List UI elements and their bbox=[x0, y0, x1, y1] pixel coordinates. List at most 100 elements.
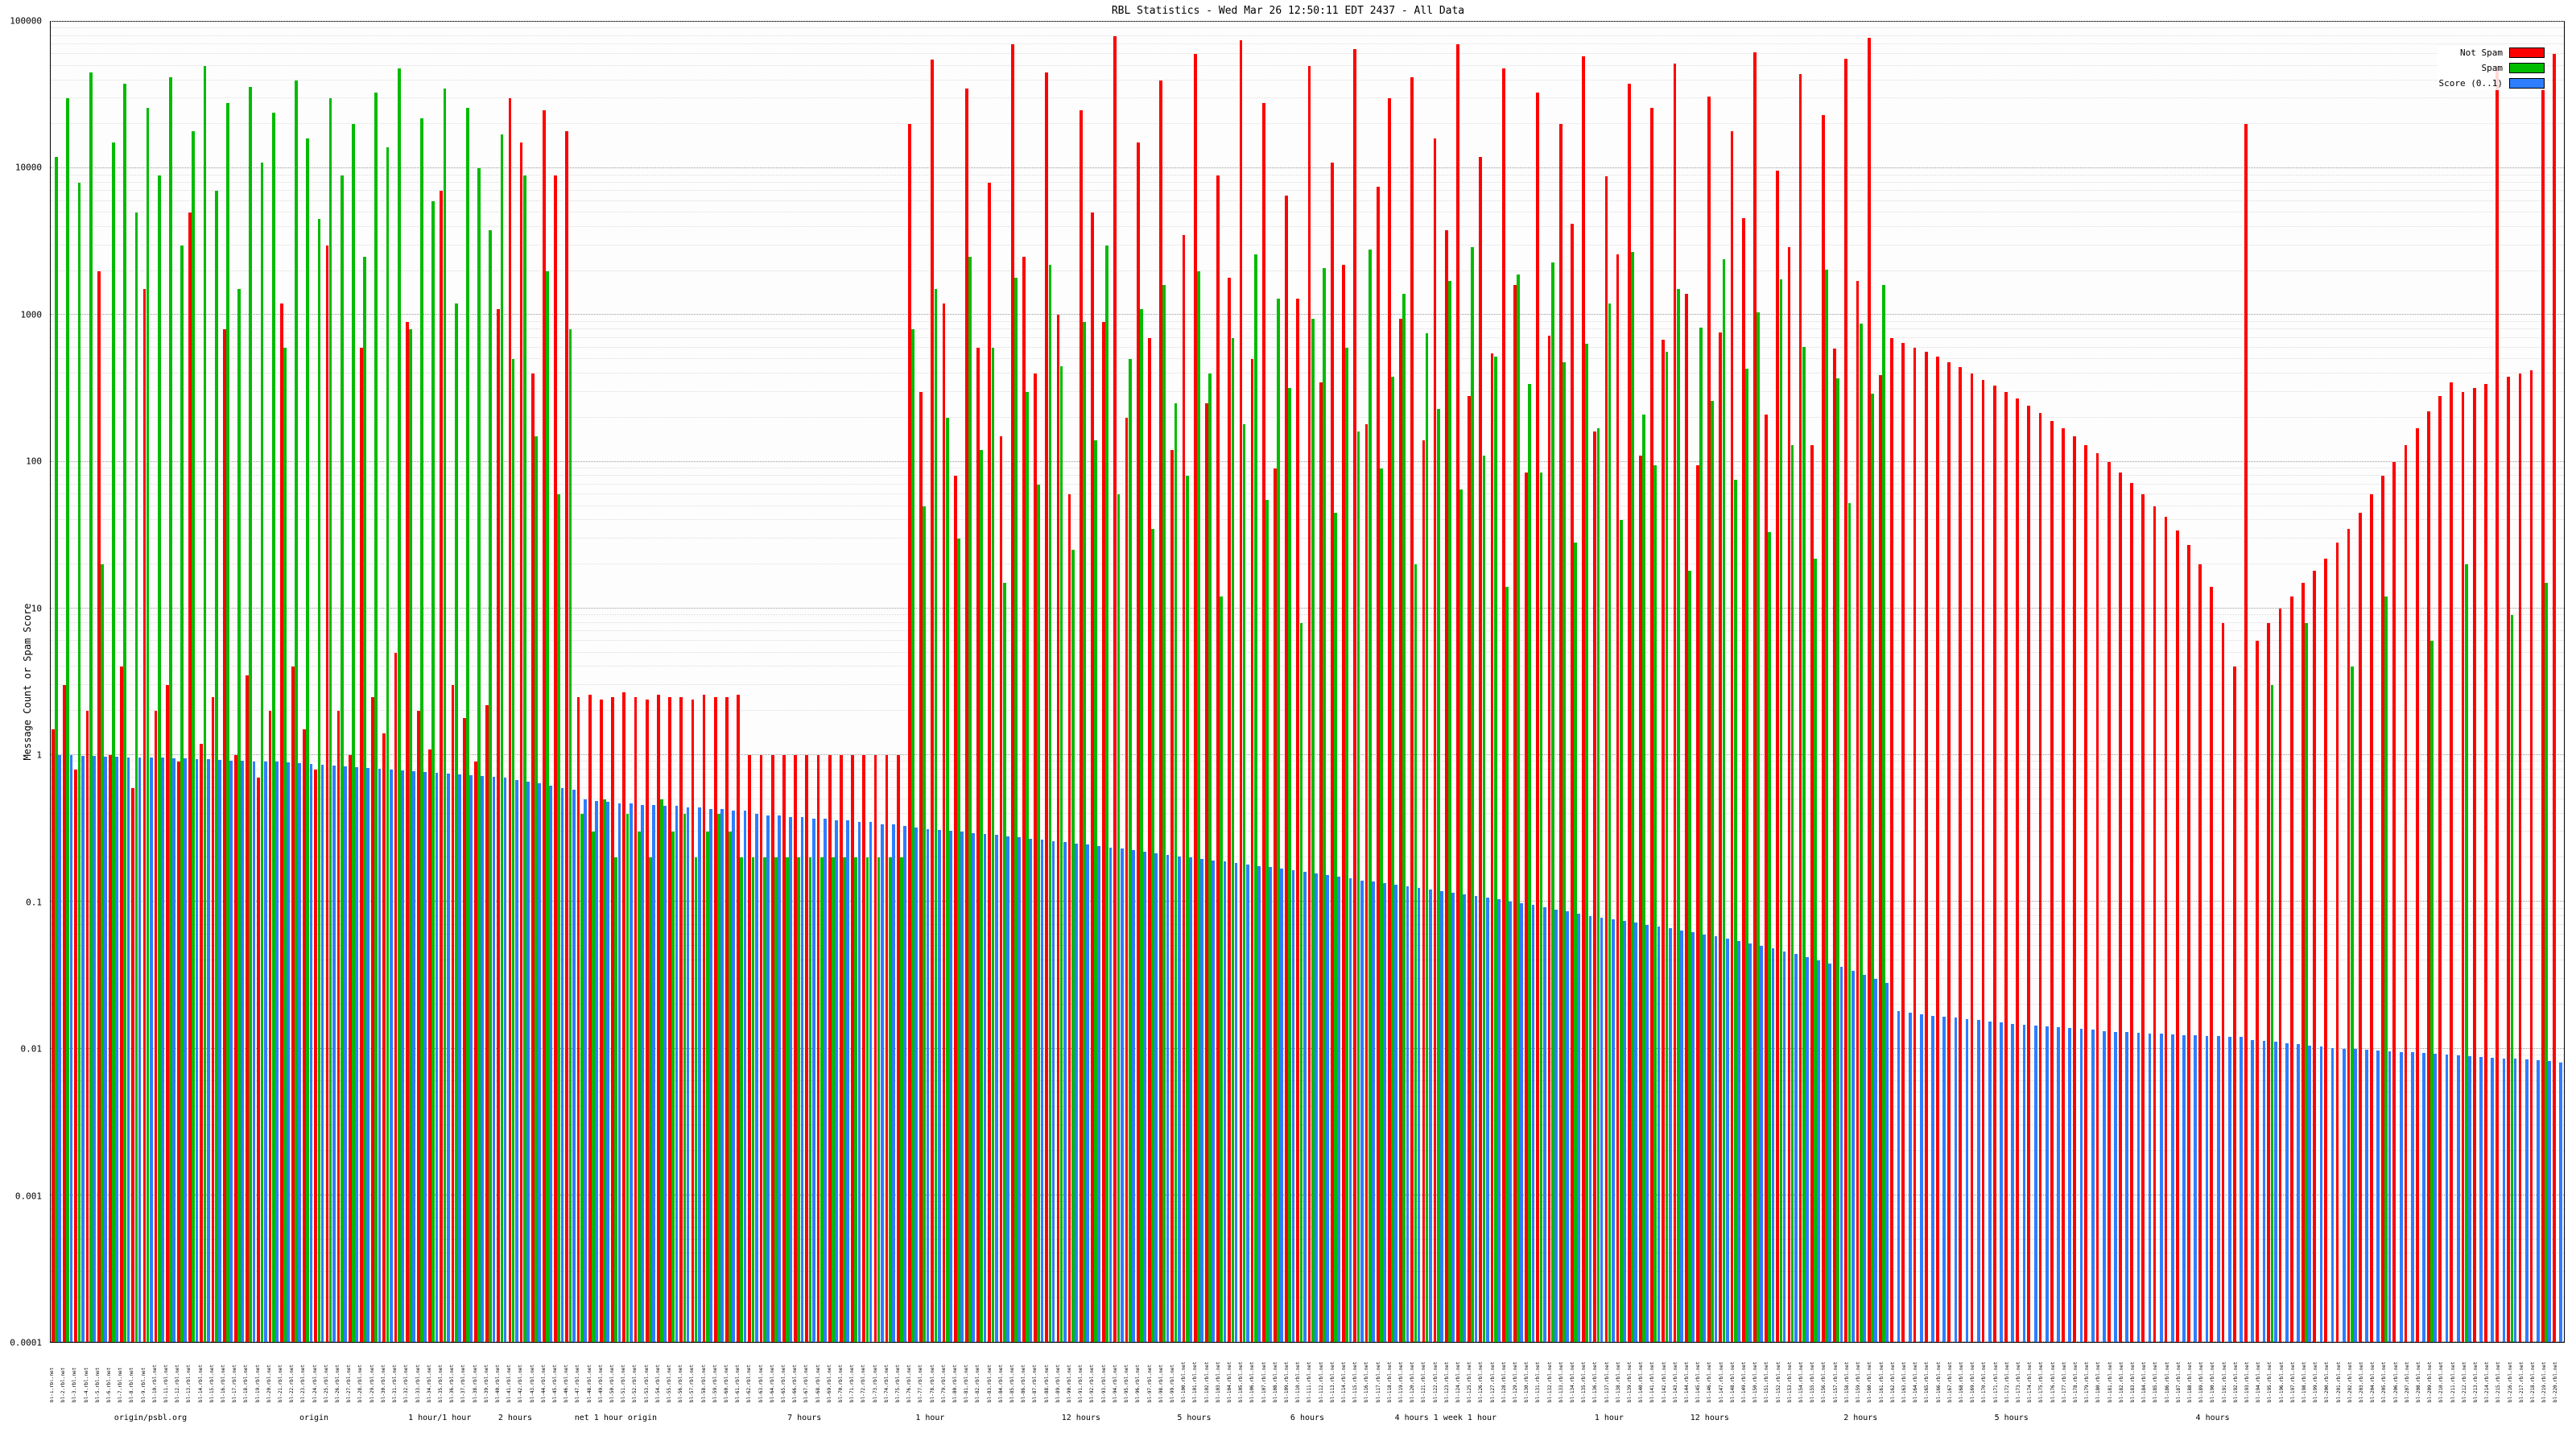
bar-not-spam bbox=[1501, 68, 1505, 1342]
x-tick-label: bl-34.rbl.net bbox=[426, 1364, 432, 1402]
bar-cluster bbox=[51, 22, 62, 1342]
x-tick-label: bl-42.rbl.net bbox=[518, 1364, 524, 1402]
bar-cluster bbox=[885, 22, 896, 1342]
bar-not-spam bbox=[2496, 65, 2499, 1342]
bar-cluster bbox=[1638, 22, 1649, 1342]
bar-cluster bbox=[2186, 22, 2198, 1342]
bar-spam bbox=[705, 832, 709, 1342]
bar-spam bbox=[831, 857, 835, 1342]
bar-not-spam bbox=[2004, 391, 2008, 1342]
bar-not-spam bbox=[1399, 318, 1402, 1342]
bar-not-spam bbox=[942, 303, 946, 1342]
x-tick-label: bl-211.rbl.net bbox=[2450, 1361, 2456, 1402]
bar-cluster bbox=[2221, 22, 2232, 1342]
x-tick-label: bl-172.rbl.net bbox=[2004, 1361, 2010, 1402]
x-tick-label: bl-35.rbl.net bbox=[437, 1364, 444, 1402]
bar-not-spam bbox=[2358, 512, 2362, 1342]
bar-spam bbox=[1448, 281, 1451, 1342]
x-tick-label: bl-132.rbl.net bbox=[1546, 1361, 1553, 1402]
x-tick-label: bl-105.rbl.net bbox=[1238, 1361, 1245, 1402]
bar-cluster bbox=[359, 22, 370, 1342]
bar-cluster bbox=[1524, 22, 1535, 1342]
x-tick-label: bl-123.rbl.net bbox=[1443, 1361, 1450, 1402]
bar-cluster bbox=[691, 22, 702, 1342]
bar-cluster bbox=[964, 22, 976, 1342]
bar-not-spam bbox=[63, 685, 66, 1342]
bar-score-0-1 bbox=[1554, 909, 1558, 1342]
bar-not-spam bbox=[1981, 380, 1985, 1342]
bar-score-0-1 bbox=[1223, 861, 1227, 1342]
bar-not-spam bbox=[999, 436, 1003, 1342]
bar-cluster bbox=[747, 22, 758, 1342]
bar-spam bbox=[157, 175, 161, 1342]
x-axis-group-label: 2 hours bbox=[497, 1414, 533, 1422]
bar-score-0-1 bbox=[1371, 881, 1375, 1342]
bar-spam bbox=[2430, 641, 2434, 1342]
bar-score-0-1 bbox=[1668, 928, 1672, 1342]
bar-score-0-1 bbox=[355, 766, 359, 1342]
bar-cluster bbox=[2289, 22, 2301, 1342]
bar-score-0-1 bbox=[1976, 1020, 1980, 1342]
bar-cluster bbox=[2255, 22, 2266, 1342]
bar-cluster bbox=[816, 22, 828, 1342]
bar-cluster bbox=[1410, 22, 1421, 1342]
grid-line bbox=[51, 812, 2564, 814]
grid-line bbox=[51, 537, 2564, 539]
bar-cluster bbox=[1284, 22, 1295, 1342]
bar-spam bbox=[1550, 262, 1554, 1342]
bar-not-spam bbox=[1570, 223, 1574, 1342]
bar-score-0-1 bbox=[652, 804, 655, 1342]
bar-score-0-1 bbox=[492, 777, 496, 1342]
grid-line bbox=[51, 640, 2564, 642]
bar-not-spam bbox=[1285, 196, 1289, 1342]
x-tick-label: bl-59.rbl.net bbox=[712, 1364, 718, 1402]
y-tick-label: 1000 bbox=[20, 309, 43, 320]
grid-line bbox=[51, 915, 2564, 916]
bar-spam bbox=[1048, 265, 1052, 1342]
x-tick-label: bl-121.rbl.net bbox=[1421, 1361, 1427, 1402]
bar-not-spam bbox=[1604, 176, 1608, 1342]
x-tick-label: bl-201.rbl.net bbox=[2335, 1361, 2342, 1402]
bar-cluster bbox=[1707, 22, 1718, 1342]
bar-score-0-1 bbox=[218, 759, 221, 1342]
bar-spam bbox=[1196, 270, 1200, 1342]
bar-score-0-1 bbox=[1714, 936, 1718, 1342]
bar-score-0-1 bbox=[1257, 865, 1261, 1342]
x-tick-label: bl-60.rbl.net bbox=[723, 1364, 729, 1402]
x-tick-label: bl-164.rbl.net bbox=[1913, 1361, 1919, 1402]
x-tick-label: bl-23.rbl.net bbox=[300, 1364, 307, 1402]
bar-cluster bbox=[645, 22, 656, 1342]
bar-cluster bbox=[919, 22, 930, 1342]
x-tick-label: bl-46.rbl.net bbox=[564, 1364, 570, 1402]
x-tick-label: bl-196.rbl.net bbox=[2278, 1361, 2285, 1402]
x-tick-label: bl-175.rbl.net bbox=[2038, 1361, 2045, 1402]
bar-score-0-1 bbox=[241, 760, 245, 1342]
bar-score-0-1 bbox=[2159, 1034, 2163, 1342]
x-axis-group-label: origin/psbl.org bbox=[114, 1414, 188, 1422]
bar-cluster bbox=[553, 22, 564, 1342]
bar-score-0-1 bbox=[1245, 864, 1249, 1342]
bar-not-spam bbox=[1102, 321, 1106, 1342]
bar-cluster bbox=[2335, 22, 2347, 1342]
bar-score-0-1 bbox=[2456, 1055, 2460, 1342]
grid-line bbox=[51, 1003, 2564, 1005]
bar-spam bbox=[260, 162, 264, 1342]
grid-line bbox=[51, 684, 2564, 686]
bar-cluster bbox=[2038, 22, 2050, 1342]
bar-not-spam bbox=[1856, 281, 1860, 1342]
y-tick-label: 1 bbox=[36, 749, 42, 761]
grid-line bbox=[51, 945, 2564, 947]
x-tick-label: bl-114.rbl.net bbox=[1340, 1361, 1347, 1402]
grid-line bbox=[51, 1271, 2564, 1273]
bar-spam bbox=[1847, 503, 1852, 1342]
bar-score-0-1 bbox=[960, 832, 964, 1342]
bar-not-spam bbox=[2301, 582, 2305, 1342]
x-tick-label: bl-90.rbl.net bbox=[1067, 1364, 1073, 1402]
bar-cluster bbox=[1627, 22, 1638, 1342]
bar-score-0-1 bbox=[2285, 1042, 2289, 1342]
bar-score-0-1 bbox=[263, 762, 267, 1342]
bar-spam bbox=[226, 102, 229, 1342]
x-tick-label: bl-126.rbl.net bbox=[1478, 1361, 1484, 1402]
bar-spam bbox=[328, 98, 332, 1342]
legend-item-score: Score (0..1) bbox=[2439, 78, 2545, 89]
